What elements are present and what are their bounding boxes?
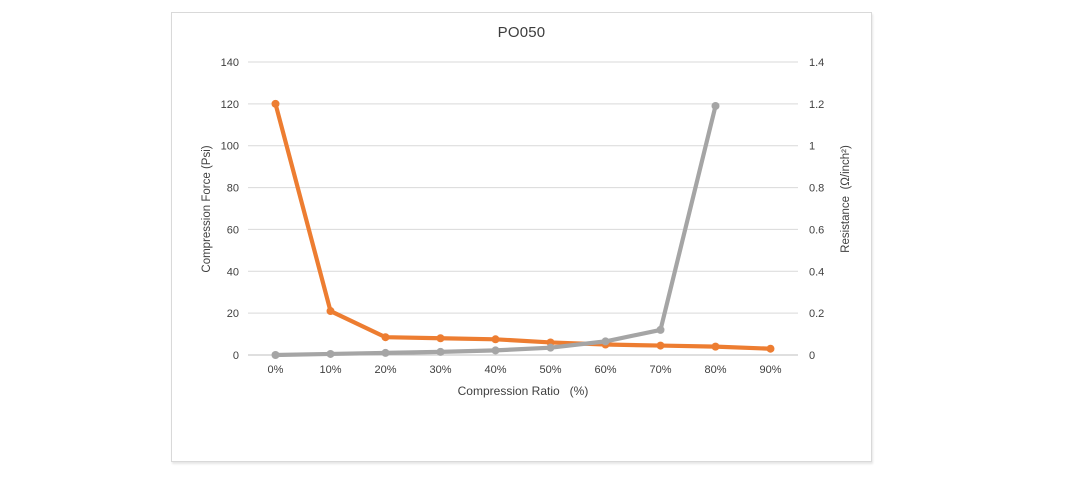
y-axis-left-tick: 80 bbox=[227, 183, 239, 195]
data-point-compression-force bbox=[766, 344, 775, 353]
y-axis-right-tick: 1.4 bbox=[809, 57, 824, 69]
x-axis-tick: 20% bbox=[374, 364, 396, 376]
data-point-resistance bbox=[436, 347, 445, 356]
y-axis-left-tick: 140 bbox=[221, 57, 239, 69]
y-axis-right-tick: 0.2 bbox=[809, 308, 824, 320]
x-axis-tick: 70% bbox=[649, 364, 671, 376]
y-axis-right-title: Resistance (Ω/inch²) bbox=[840, 145, 852, 253]
y-axis-right-tick: 0.8 bbox=[809, 183, 824, 195]
x-axis-tick: 80% bbox=[704, 364, 726, 376]
y-axis-right-tick: 1 bbox=[809, 141, 815, 153]
data-point-resistance bbox=[656, 325, 665, 334]
x-axis-title: Compression Ratio (%) bbox=[457, 384, 589, 398]
data-point-resistance bbox=[271, 351, 280, 359]
y-axis-left-tick: 20 bbox=[227, 308, 239, 320]
y-axis-right-tick: 1.2 bbox=[809, 99, 824, 111]
chart: PO050 0 0 20 0.2 40 0.4 60 0.6 80 0.8 100 1 120 1.2 14… bbox=[171, 12, 872, 462]
x-axis-tick: 30% bbox=[429, 364, 451, 376]
data-point-resistance bbox=[491, 346, 500, 355]
data-point-resistance bbox=[711, 101, 720, 110]
data-point-resistance bbox=[381, 348, 390, 357]
data-point-resistance bbox=[326, 349, 335, 358]
data-point-compression-force bbox=[656, 341, 665, 350]
chart-canvas: 0 0 20 0.2 40 0.4 60 0.6 80 0.8 100 1 120 1.2 140 1.4 0%… bbox=[221, 57, 825, 376]
y-axis-left-tick: 40 bbox=[227, 266, 239, 278]
x-axis-tick: 0% bbox=[268, 364, 284, 376]
x-axis-tick: 50% bbox=[539, 364, 561, 376]
x-axis-tick: 90% bbox=[759, 364, 781, 376]
chart-title: PO050 bbox=[497, 24, 546, 41]
y-axis-left-tick: 100 bbox=[221, 141, 239, 153]
y-axis-left-title: Compression Force (Psi) bbox=[201, 145, 213, 273]
data-point-resistance bbox=[601, 337, 610, 346]
data-point-compression-force bbox=[326, 307, 335, 316]
x-axis-tick: 40% bbox=[484, 364, 506, 376]
x-axis-tick: 10% bbox=[319, 364, 341, 376]
y-axis-right-tick: 0.6 bbox=[809, 224, 824, 236]
data-point-compression-force bbox=[381, 333, 390, 342]
data-point-compression-force bbox=[711, 342, 720, 351]
data-point-compression-force bbox=[436, 334, 445, 343]
y-axis-left-tick: 0 bbox=[233, 350, 239, 362]
y-axis-right-tick: 0 bbox=[809, 350, 815, 362]
y-axis-left-tick: 120 bbox=[221, 99, 239, 111]
data-point-compression-force bbox=[491, 335, 500, 344]
data-point-compression-force bbox=[271, 99, 280, 108]
series-compression-force-line bbox=[273, 101, 773, 351]
y-axis-right-tick: 0.4 bbox=[809, 266, 824, 278]
y-axis-left-tick: 60 bbox=[227, 224, 239, 236]
x-axis-tick: 60% bbox=[594, 364, 616, 376]
data-point-resistance bbox=[546, 343, 555, 352]
